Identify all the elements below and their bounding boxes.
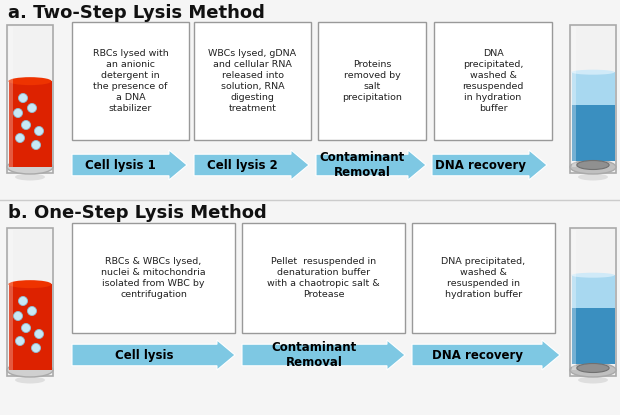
Ellipse shape bbox=[7, 363, 53, 377]
Text: WBCs lysed, gDNA
and cellular RNA
released into
solution, RNA
digesting
treatmen: WBCs lysed, gDNA and cellular RNA releas… bbox=[208, 49, 296, 113]
Text: DNA
precipitated,
washed &
resuspended
in hydration
buffer: DNA precipitated, washed & resuspended i… bbox=[463, 49, 524, 113]
Bar bbox=[7, 228, 53, 376]
Circle shape bbox=[14, 312, 22, 320]
Polygon shape bbox=[412, 340, 560, 370]
FancyBboxPatch shape bbox=[72, 223, 235, 333]
Circle shape bbox=[27, 307, 37, 315]
Bar bbox=[9, 27, 13, 167]
Text: Cell lysis 2: Cell lysis 2 bbox=[207, 159, 278, 171]
Ellipse shape bbox=[15, 173, 45, 181]
Circle shape bbox=[27, 103, 37, 112]
Ellipse shape bbox=[570, 160, 616, 174]
Circle shape bbox=[16, 134, 25, 142]
Ellipse shape bbox=[577, 161, 609, 169]
Circle shape bbox=[22, 120, 30, 129]
Bar bbox=[572, 72, 614, 105]
Ellipse shape bbox=[578, 376, 608, 383]
Text: Proteins
removed by
salt
precipitation: Proteins removed by salt precipitation bbox=[342, 60, 402, 102]
Text: DNA recovery: DNA recovery bbox=[432, 349, 523, 361]
Bar bbox=[9, 284, 51, 370]
FancyBboxPatch shape bbox=[72, 22, 189, 140]
Bar bbox=[570, 25, 616, 173]
Circle shape bbox=[32, 344, 40, 352]
Bar bbox=[9, 230, 13, 370]
Text: a. Two-Step Lysis Method: a. Two-Step Lysis Method bbox=[8, 4, 265, 22]
Polygon shape bbox=[316, 150, 426, 180]
Ellipse shape bbox=[572, 273, 614, 278]
Ellipse shape bbox=[9, 280, 51, 288]
Text: Contaminant
Removal: Contaminant Removal bbox=[319, 151, 405, 179]
Circle shape bbox=[16, 337, 25, 346]
Polygon shape bbox=[72, 150, 187, 180]
Text: DNA recovery: DNA recovery bbox=[435, 159, 526, 171]
FancyBboxPatch shape bbox=[318, 22, 426, 140]
Polygon shape bbox=[72, 340, 235, 370]
Circle shape bbox=[14, 108, 22, 117]
Bar bbox=[9, 81, 51, 167]
Text: b. One-Step Lysis Method: b. One-Step Lysis Method bbox=[8, 204, 267, 222]
FancyBboxPatch shape bbox=[434, 22, 552, 140]
Circle shape bbox=[19, 93, 27, 103]
FancyBboxPatch shape bbox=[242, 223, 405, 333]
Ellipse shape bbox=[15, 376, 45, 383]
Circle shape bbox=[19, 296, 27, 305]
Ellipse shape bbox=[9, 77, 51, 85]
Text: DNA precipitated,
washed &
resuspended in
hydration buffer: DNA precipitated, washed & resuspended i… bbox=[441, 257, 526, 299]
Bar bbox=[572, 230, 576, 370]
Bar bbox=[572, 105, 614, 161]
Ellipse shape bbox=[577, 364, 609, 373]
Polygon shape bbox=[194, 150, 309, 180]
Bar bbox=[7, 25, 53, 173]
FancyBboxPatch shape bbox=[194, 22, 311, 140]
Ellipse shape bbox=[7, 160, 53, 174]
Bar bbox=[572, 308, 614, 364]
Text: Pellet  resuspended in
denaturation buffer
with a chaotropic salt &
Protease: Pellet resuspended in denaturation buffe… bbox=[267, 257, 380, 299]
Circle shape bbox=[35, 330, 43, 339]
Text: Contaminant
Removal: Contaminant Removal bbox=[272, 341, 357, 369]
Ellipse shape bbox=[572, 70, 614, 75]
Circle shape bbox=[32, 141, 40, 149]
Circle shape bbox=[35, 127, 43, 136]
Bar bbox=[572, 275, 614, 308]
Polygon shape bbox=[242, 340, 405, 370]
Text: RBCs lysed with
an anionic
detergent in
the presence of
a DNA
stabilizer: RBCs lysed with an anionic detergent in … bbox=[92, 49, 169, 113]
Polygon shape bbox=[432, 150, 547, 180]
Text: RBCs & WBCs lysed,
nuclei & mitochondria
isolated from WBC by
centrifugation: RBCs & WBCs lysed, nuclei & mitochondria… bbox=[101, 257, 206, 299]
FancyBboxPatch shape bbox=[412, 223, 555, 333]
Ellipse shape bbox=[578, 173, 608, 181]
Circle shape bbox=[22, 324, 30, 332]
Text: Cell lysis: Cell lysis bbox=[115, 349, 174, 361]
Ellipse shape bbox=[570, 363, 616, 377]
Bar bbox=[570, 228, 616, 376]
Text: Cell lysis 1: Cell lysis 1 bbox=[85, 159, 156, 171]
Bar bbox=[572, 27, 576, 167]
